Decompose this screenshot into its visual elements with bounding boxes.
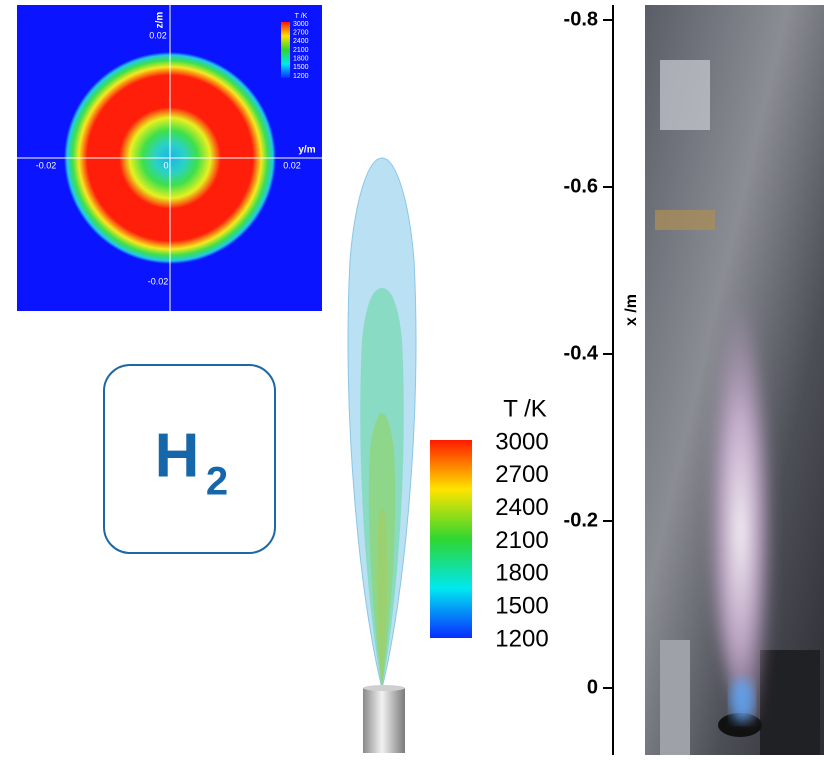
colorbar: [430, 440, 472, 638]
inset-legend-title: T /K: [295, 13, 308, 20]
x-tick-label: -0.6: [564, 175, 598, 197]
fuel-subscript: 2: [206, 460, 228, 504]
x-axis-label: x /m: [623, 294, 640, 326]
inset-legend-label: 1500: [293, 64, 309, 71]
x-tick-label: 0: [587, 676, 598, 698]
inset-legend-label: 2700: [293, 30, 309, 37]
colorbar-label: 2400: [495, 494, 548, 521]
colorbar-label: 3000: [495, 428, 548, 455]
y-tick-label: -0.02: [36, 160, 57, 170]
nozzle-top: [363, 685, 405, 691]
y-tick-label: 0.02: [283, 160, 301, 170]
simulated-flame: [348, 158, 416, 753]
fuel-symbol: H: [155, 421, 200, 490]
flame-photo: [645, 5, 824, 755]
inset-legend-label: 2100: [293, 47, 309, 54]
nozzle: [363, 688, 405, 753]
inset-plot: z/m y/m 0.02 -0.02 -0.02 0 0.02 T /K 300…: [17, 5, 322, 311]
colorbar-label: 1200: [495, 625, 548, 652]
photo-hardware: [660, 60, 710, 130]
photo-hardware: [655, 210, 715, 230]
z-tick-label: 0.02: [149, 30, 167, 40]
colorbar-title: T /K: [503, 395, 547, 422]
figure: z/m y/m 0.02 -0.02 -0.02 0 0.02 T /K 300…: [0, 0, 824, 755]
colorbar-label: 1500: [495, 593, 548, 620]
colorbar-label: 2700: [495, 461, 548, 488]
inset-legend-label: 2400: [293, 38, 309, 45]
y-axis-label: y/m: [298, 145, 315, 156]
colorbar-label: 1800: [495, 560, 548, 587]
inset-legend-label: 1200: [293, 73, 309, 80]
z-axis-label: z/m: [155, 12, 166, 29]
photo-burner-block: [760, 650, 820, 755]
inset-legend-bar: [281, 22, 290, 78]
z-tick-label: -0.02: [148, 276, 169, 286]
x-tick-label: -0.2: [564, 509, 598, 531]
colorbar-label: 2100: [495, 527, 548, 554]
y-tick-label: 0: [163, 160, 168, 170]
inset-legend-label: 1800: [293, 56, 309, 63]
photo-rail: [660, 640, 690, 755]
x-tick-label: -0.8: [564, 8, 598, 30]
x-tick-label: -0.4: [564, 342, 599, 364]
photo-flame-base: [730, 678, 754, 722]
inset-legend-label: 3000: [293, 21, 309, 28]
